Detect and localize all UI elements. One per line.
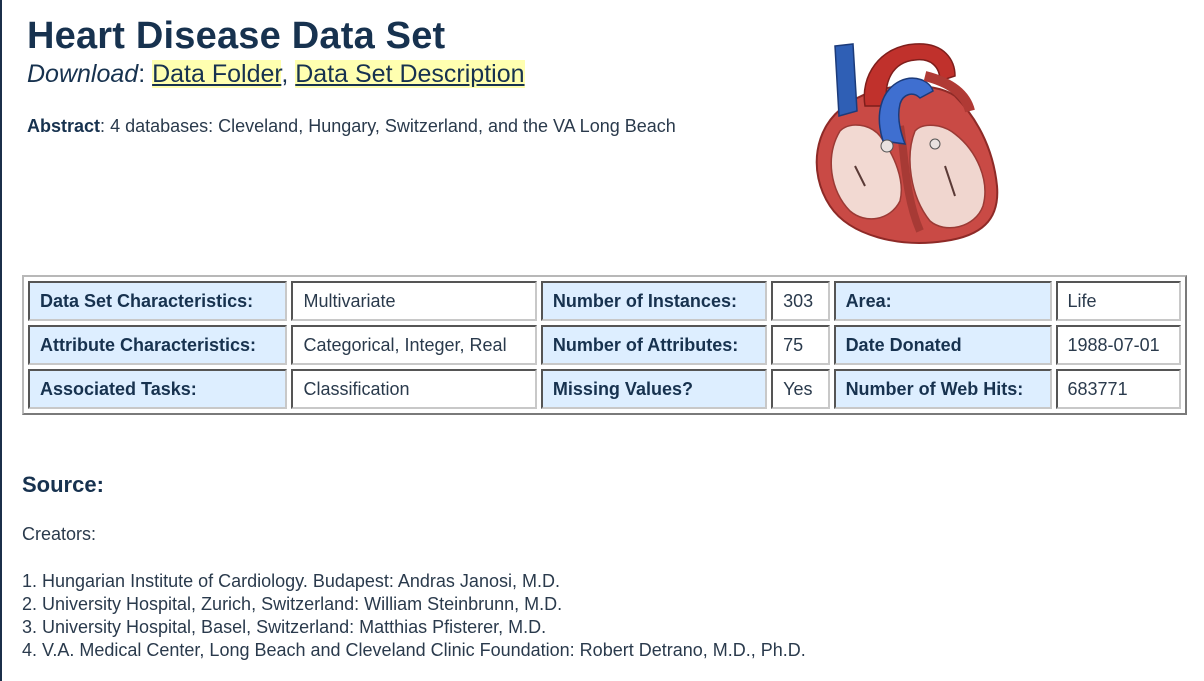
dataset-info-table: Data Set Characteristics: Multivariate N…	[22, 275, 1187, 415]
abstract: Abstract: 4 databases: Cleveland, Hungar…	[27, 116, 676, 137]
number-of-web-hits-value: 683771	[1055, 369, 1181, 409]
data-set-characteristics-label: Data Set Characteristics:	[28, 281, 288, 321]
creators-list: 1. Hungarian Institute of Cardiology. Bu…	[22, 570, 806, 662]
data-set-description-link[interactable]: Data Set Description	[295, 60, 525, 88]
data-set-characteristics-value: Multivariate	[291, 281, 537, 321]
creators-label: Creators:	[22, 524, 97, 544]
page-title: Heart Disease Data Set	[27, 15, 446, 57]
area-label: Area:	[833, 281, 1052, 321]
window-left-edge	[0, 0, 2, 681]
date-donated-label: Date Donated	[833, 325, 1052, 365]
list-item: 4. V.A. Medical Center, Long Beach and C…	[22, 640, 806, 660]
table-row: Associated Tasks: Classification Missing…	[28, 369, 1181, 409]
table-row: Attribute Characteristics: Categorical, …	[28, 325, 1181, 365]
abstract-label: Abstract	[27, 116, 101, 136]
abstract-colon: :	[100, 116, 106, 136]
associated-tasks-label: Associated Tasks:	[28, 369, 288, 409]
area-value: Life	[1055, 281, 1181, 321]
date-donated-value: 1988-07-01	[1055, 325, 1181, 365]
download-label: Download	[27, 60, 139, 88]
download-colon: :	[138, 60, 146, 88]
missing-values-value: Yes	[771, 369, 830, 409]
number-of-attributes-label: Number of Attributes:	[540, 325, 768, 365]
list-item: 1. Hungarian Institute of Cardiology. Bu…	[22, 571, 560, 591]
attribute-characteristics-value: Categorical, Integer, Real	[291, 325, 537, 365]
number-of-web-hits-label: Number of Web Hits:	[833, 369, 1052, 409]
download-line: Download: Data Folder, Data Set Descript…	[27, 60, 525, 89]
number-of-instances-label: Number of Instances:	[540, 281, 768, 321]
number-of-instances-value: 303	[771, 281, 830, 321]
download-separator: ,	[281, 60, 289, 88]
attribute-characteristics-label: Attribute Characteristics:	[28, 325, 288, 365]
list-item: 2. University Hospital, Zurich, Switzerl…	[22, 594, 563, 614]
source-heading: Source:	[22, 472, 104, 497]
abstract-text: 4 databases: Cleveland, Hungary, Switzer…	[110, 116, 676, 136]
number-of-attributes-value: 75	[771, 325, 830, 365]
list-item: 3. University Hospital, Basel, Switzerla…	[22, 617, 547, 637]
heart-anatomy-image	[815, 43, 999, 244]
data-folder-link[interactable]: Data Folder	[152, 60, 282, 88]
associated-tasks-value: Classification	[291, 369, 537, 409]
missing-values-label: Missing Values?	[540, 369, 768, 409]
table-row: Data Set Characteristics: Multivariate N…	[28, 281, 1181, 321]
